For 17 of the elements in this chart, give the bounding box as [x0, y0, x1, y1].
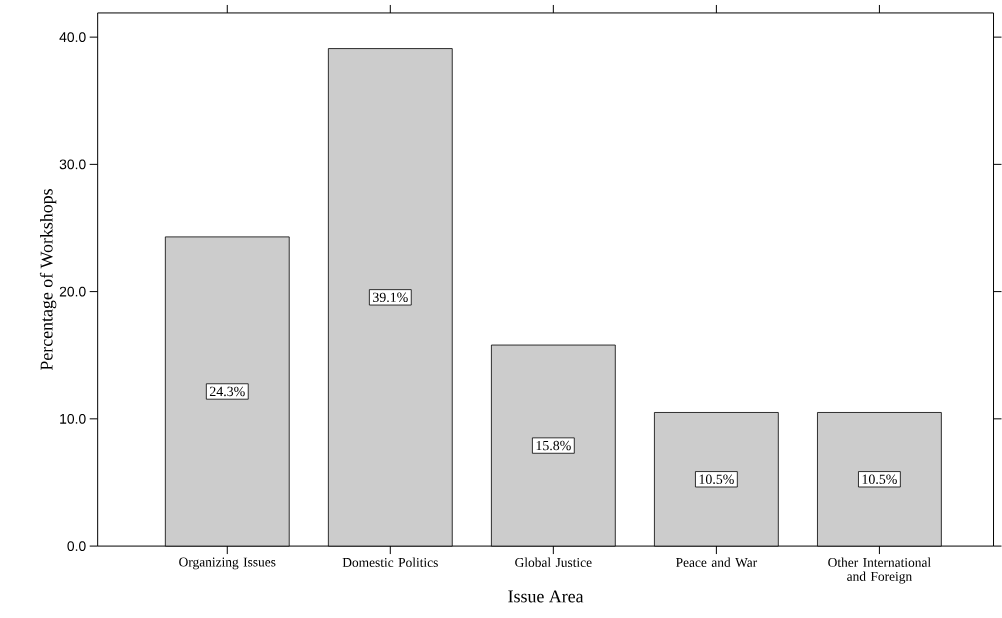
- x-tick-label: Domestic Politics: [342, 557, 438, 568]
- x-tick-label: Other International and Foreign: [828, 557, 931, 584]
- y-tick-label: 30.0: [59, 159, 86, 170]
- y-tick-label: 0.0: [67, 541, 86, 552]
- y-tick-label: 10.0: [60, 413, 86, 424]
- y-tick-label: 20.0: [59, 286, 86, 297]
- data-label: 10.5%: [699, 474, 734, 485]
- data-label: 24.3%: [209, 386, 245, 397]
- data-label: 10.5%: [862, 474, 897, 485]
- y-axis-title: Percentage of Workshops: [39, 189, 57, 371]
- data-label: 15.8%: [536, 440, 571, 451]
- x-tick-label: Peace and War: [676, 557, 758, 568]
- x-tick-label: Organizing Issues: [179, 557, 276, 570]
- y-tick-label: 40.0: [59, 32, 86, 43]
- x-tick-label: Global Justice: [515, 557, 592, 568]
- data-label: 39.1%: [373, 292, 408, 303]
- x-axis-title: Issue Area: [508, 590, 584, 603]
